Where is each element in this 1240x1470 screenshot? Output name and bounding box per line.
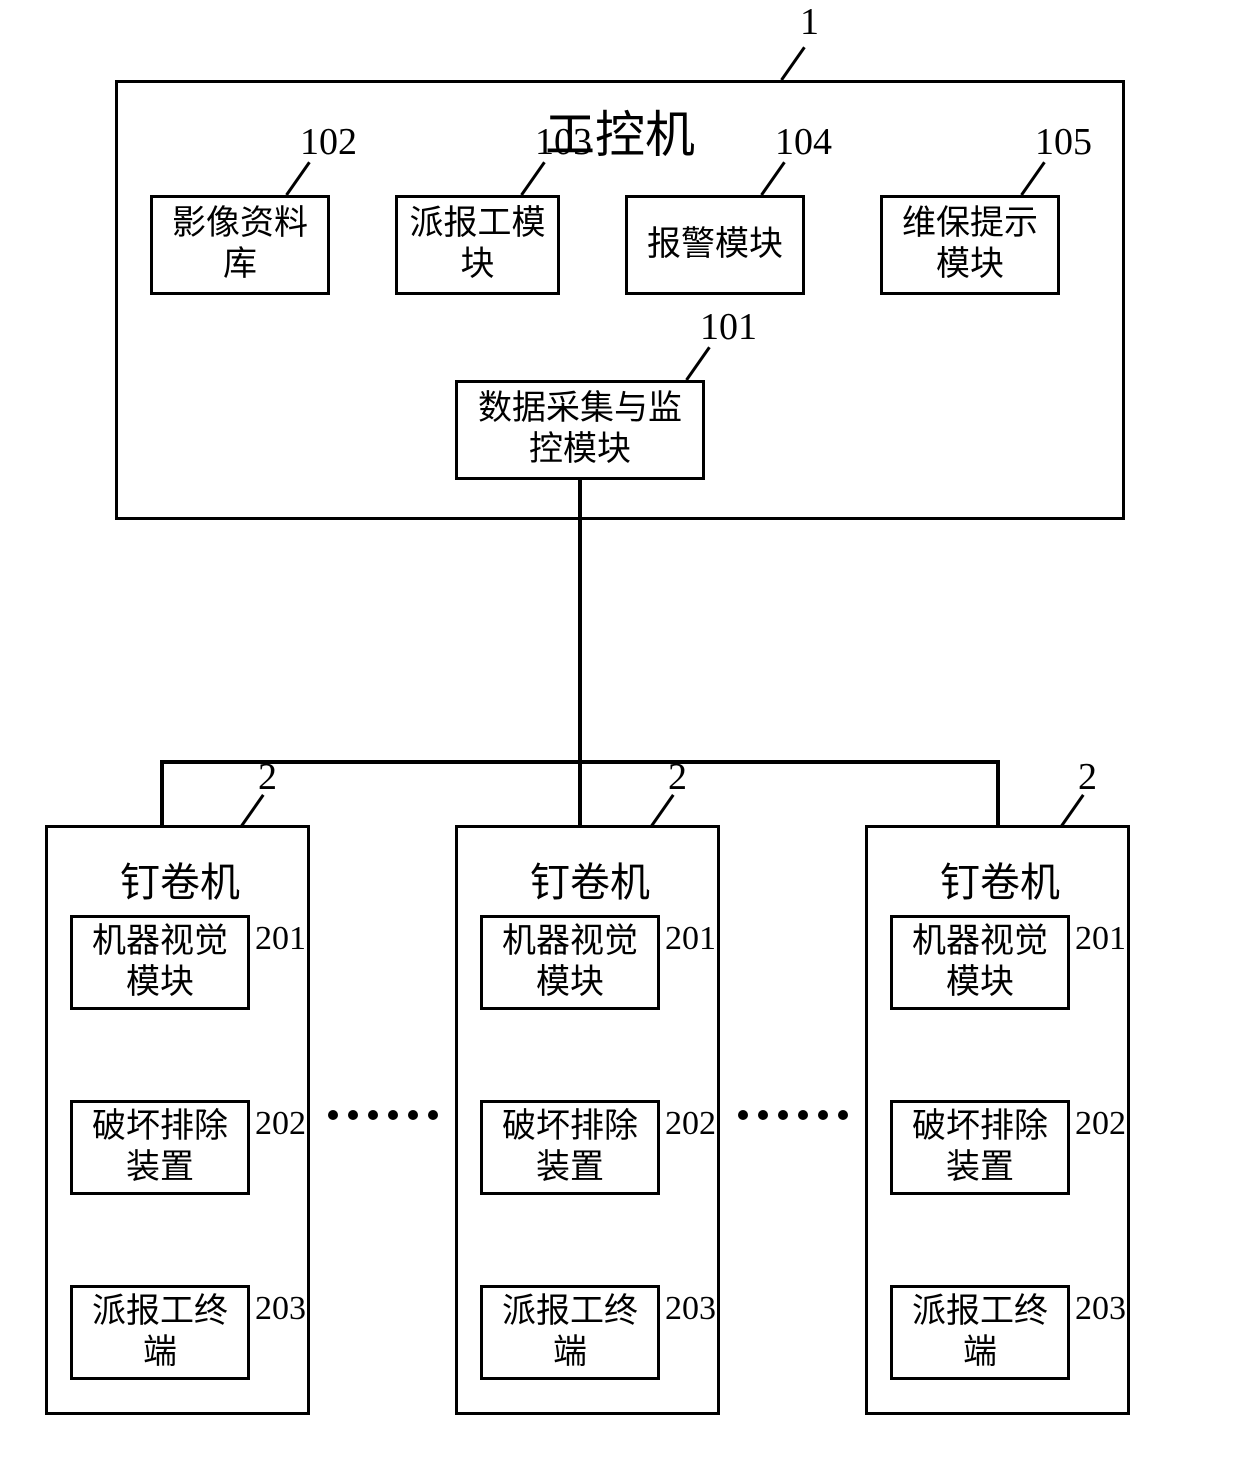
- module-103-text: 派报工模块: [398, 200, 557, 290]
- ref-label-201-1: 201: [255, 920, 306, 958]
- ref-label-104: 104: [775, 120, 832, 164]
- ref-label-202-3: 202: [1075, 1105, 1126, 1143]
- module-203-2-text: 派报工终端: [483, 1288, 657, 1378]
- ref-label-203-3: 203: [1075, 1290, 1126, 1328]
- module-201-2: 机器视觉模块: [480, 915, 660, 1010]
- ref-label-202-2: 202: [665, 1105, 716, 1143]
- ref-label-203-2: 203: [665, 1290, 716, 1328]
- module-202-2: 破坏排除装置: [480, 1100, 660, 1195]
- module-203-1-text: 派报工终端: [73, 1288, 247, 1378]
- ref-label-103: 103: [535, 120, 592, 164]
- ref-label-2-3: 2: [1078, 755, 1097, 799]
- bottom-title-1: 钉卷机: [120, 850, 240, 908]
- module-101: 数据采集与监控模块: [455, 380, 705, 480]
- bottom-title-3: 钉卷机: [940, 850, 1060, 908]
- module-201-3: 机器视觉模块: [890, 915, 1070, 1010]
- module-201-1: 机器视觉模块: [70, 915, 250, 1010]
- module-202-1-text: 破坏排除装置: [73, 1103, 247, 1193]
- module-201-2-text: 机器视觉模块: [483, 918, 657, 1008]
- ref-label-101: 101: [700, 305, 757, 349]
- module-104: 报警模块: [625, 195, 805, 295]
- module-203-3: 派报工终端: [890, 1285, 1070, 1380]
- module-103: 派报工模块: [395, 195, 560, 295]
- module-202-1: 破坏排除装置: [70, 1100, 250, 1195]
- module-102: 影像资料库: [150, 195, 330, 295]
- module-105: 维保提示模块: [880, 195, 1060, 295]
- ref-label-102: 102: [300, 120, 357, 164]
- ref-label-203-1: 203: [255, 1290, 306, 1328]
- module-104-text: 报警模块: [643, 221, 787, 270]
- ref-label-202-1: 202: [255, 1105, 306, 1143]
- ref-label-201-2: 201: [665, 920, 716, 958]
- module-203-1: 派报工终端: [70, 1285, 250, 1380]
- module-202-3-text: 破坏排除装置: [893, 1103, 1067, 1193]
- ref-label-2-1: 2: [258, 755, 277, 799]
- bottom-title-2: 钉卷机: [530, 850, 650, 908]
- connector-drop-2: [578, 760, 582, 825]
- module-203-3-text: 派报工终端: [893, 1288, 1067, 1378]
- connector-drop-1: [160, 760, 164, 825]
- connector-vertical-main: [578, 480, 582, 760]
- module-201-3-text: 机器视觉模块: [893, 918, 1067, 1008]
- module-102-text: 影像资料库: [153, 200, 327, 290]
- ref-label-1: 1: [800, 0, 819, 44]
- ref-label-105: 105: [1035, 120, 1092, 164]
- module-202-2-text: 破坏排除装置: [483, 1103, 657, 1193]
- leader-line: [780, 46, 805, 80]
- ref-label-2-2: 2: [668, 755, 687, 799]
- ellipsis-dots-1: [328, 1110, 438, 1120]
- connector-drop-3: [996, 760, 1000, 825]
- ref-label-201-3: 201: [1075, 920, 1126, 958]
- module-105-text: 维保提示模块: [883, 200, 1057, 290]
- module-203-2: 派报工终端: [480, 1285, 660, 1380]
- module-202-3: 破坏排除装置: [890, 1100, 1070, 1195]
- module-201-1-text: 机器视觉模块: [73, 918, 247, 1008]
- module-101-text: 数据采集与监控模块: [458, 385, 702, 475]
- ellipsis-dots-2: [738, 1110, 848, 1120]
